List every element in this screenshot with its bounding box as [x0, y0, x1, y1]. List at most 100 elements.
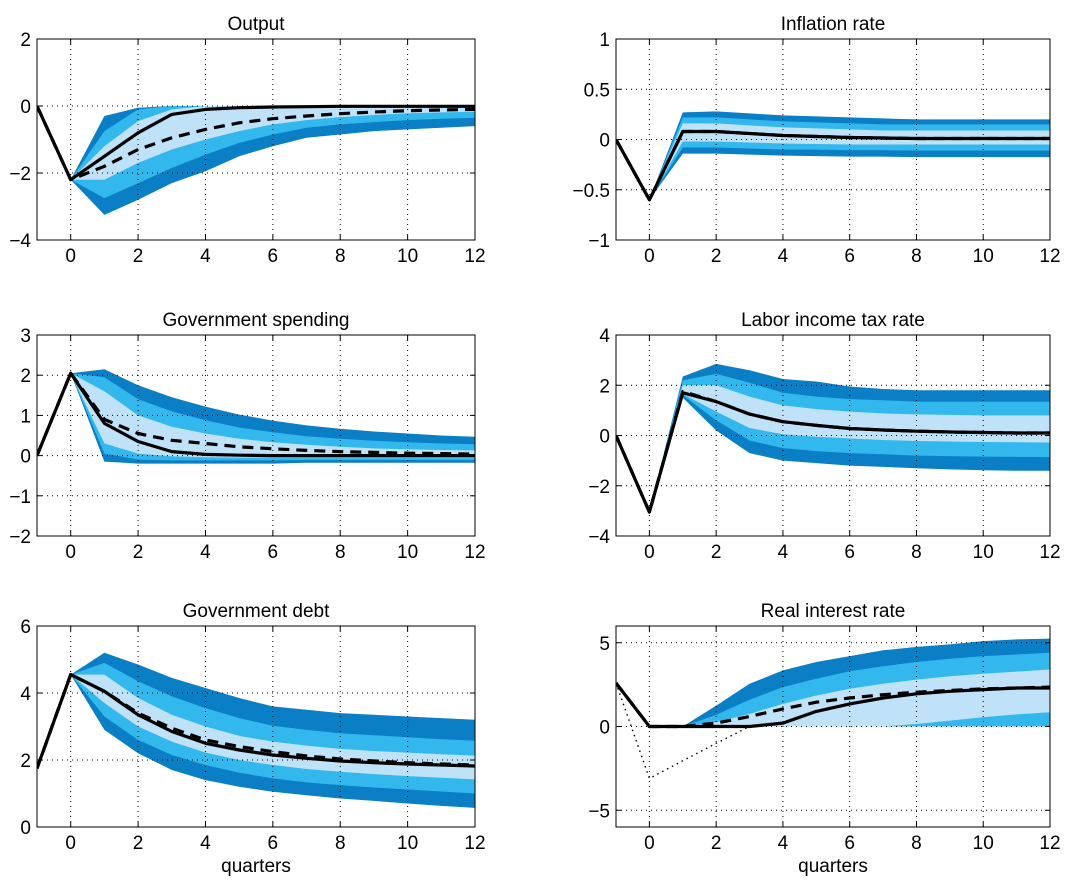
x-tick-label: 4	[200, 246, 211, 267]
x-tick-label: 4	[200, 542, 211, 563]
y-tick-label: 4	[20, 684, 31, 705]
x-tick-label: 6	[268, 246, 279, 267]
y-tick-label: −2	[9, 164, 31, 185]
series-line-dashed	[616, 389, 1050, 514]
x-tick-label: 8	[335, 542, 346, 563]
series-line-dashed	[616, 129, 1050, 202]
y-tick-label: 3	[20, 326, 31, 347]
y-tick-label: −1	[588, 231, 610, 252]
x-tick-label: 10	[397, 246, 418, 267]
x-tick-label: 8	[911, 246, 922, 267]
x-tick-label: 6	[844, 542, 855, 563]
x-tick-label: 4	[778, 542, 789, 563]
x-tick-label: 2	[711, 542, 722, 563]
x-tick-label: 6	[268, 833, 279, 854]
y-tick-label: −2	[588, 477, 610, 498]
x-tick-label: 10	[397, 542, 418, 563]
x-tick-label: 6	[844, 246, 855, 267]
x-tick-label: 2	[133, 833, 144, 854]
x-tick-label: 0	[644, 542, 655, 563]
confidence-band-2	[37, 106, 475, 180]
y-tick-label: −0.5	[572, 181, 610, 202]
x-tick-label: 2	[133, 246, 144, 267]
y-tick-label: 2	[20, 30, 31, 51]
confidence-band-2	[37, 373, 475, 458]
x-tick-label: 2	[133, 542, 144, 563]
series-line-dashed	[616, 682, 1050, 729]
x-tick-label: 10	[397, 833, 418, 854]
x-tick-label: 8	[335, 246, 346, 267]
y-tick-label: −2	[9, 527, 31, 548]
confidence-band-2	[616, 123, 1050, 200]
y-tick-label: 1	[20, 406, 31, 427]
y-tick-label: 0	[599, 427, 610, 448]
chart-title: Government spending	[163, 310, 350, 331]
x-tick-label: 6	[268, 542, 279, 563]
x-tick-label: 12	[464, 542, 485, 563]
series-line-dotted	[616, 682, 750, 780]
y-tick-label: 2	[599, 376, 610, 397]
x-tick-label: 0	[65, 833, 76, 854]
x-tick-label: 0	[644, 246, 655, 267]
x-tick-label: 8	[911, 542, 922, 563]
y-tick-label: −4	[9, 231, 31, 252]
x-tick-label: 8	[335, 833, 346, 854]
y-tick-label: −1	[9, 487, 31, 508]
chart-panel-5: 0 2 4 6 8 10 12 −5 0 5 Real interest rate quarters	[588, 601, 1060, 877]
x-tick-label: 2	[711, 833, 722, 854]
x-tick-label: 0	[65, 542, 76, 563]
y-tick-label: 2	[20, 751, 31, 772]
chart-panel-0: 0 2 4 6 8 10 12 −4 −2 0 2 Output	[9, 14, 485, 267]
x-tick-label: 4	[200, 833, 211, 854]
chart-title: Government debt	[183, 601, 331, 622]
x-tick-label: 8	[911, 833, 922, 854]
x-tick-label: 12	[464, 833, 485, 854]
y-tick-label: −5	[588, 801, 610, 822]
y-tick-label: 4	[599, 326, 610, 347]
x-tick-label: 6	[844, 833, 855, 854]
y-tick-label: 0	[20, 97, 31, 118]
x-tick-label: 10	[973, 542, 994, 563]
chart-title: Output	[227, 14, 285, 35]
chart-title: Real interest rate	[761, 601, 906, 622]
x-tick-label: 12	[1039, 542, 1060, 563]
confidence-band-2	[616, 669, 1050, 727]
x-tick-label: 10	[973, 246, 994, 267]
y-tick-label: 6	[20, 617, 31, 638]
y-tick-label: 0	[599, 131, 610, 152]
x-axis-label: quarters	[221, 856, 291, 877]
chart-title: Labor income tax rate	[741, 310, 925, 331]
chart-panel-3: 0 2 4 6 8 10 12 −4 −2 0 2 4 Labor income tax rate	[588, 310, 1060, 563]
y-tick-label: 2	[20, 366, 31, 387]
x-tick-label: 0	[65, 246, 76, 267]
confidence-band-2	[37, 674, 475, 780]
x-axis-label: quarters	[798, 856, 868, 877]
axes-frame	[36, 625, 476, 828]
chart-panel-4: 0 2 4 6 8 10 12 0 2 4 6 Government debt quarters	[20, 601, 485, 877]
confidence-band-2	[616, 385, 1050, 513]
chart-title: Inflation rate	[781, 14, 886, 35]
x-tick-label: 0	[644, 833, 655, 854]
y-tick-label: 1	[599, 30, 610, 51]
y-tick-label: 0	[20, 447, 31, 468]
x-tick-label: 2	[711, 246, 722, 267]
y-tick-label: 0.5	[584, 80, 610, 101]
chart-panel-1: 0 2 4 6 8 10 12 −1 −0.5 0 0.5 1 Inflation rate	[572, 14, 1060, 267]
x-tick-label: 4	[778, 246, 789, 267]
x-tick-label: 12	[464, 246, 485, 267]
series-line-dashed	[37, 371, 475, 457]
y-tick-label: −4	[588, 527, 610, 548]
x-tick-label: 10	[973, 833, 994, 854]
y-tick-label: 0	[20, 818, 31, 839]
axes-frame	[36, 334, 476, 537]
series-line-dashed	[37, 105, 475, 182]
series-line-solid	[37, 104, 475, 182]
axes-frame	[36, 38, 476, 241]
y-tick-label: 0	[599, 718, 610, 739]
x-tick-label: 12	[1039, 246, 1060, 267]
x-tick-label: 12	[1039, 833, 1060, 854]
series-line-solid	[37, 371, 475, 458]
y-tick-label: 5	[599, 634, 610, 655]
